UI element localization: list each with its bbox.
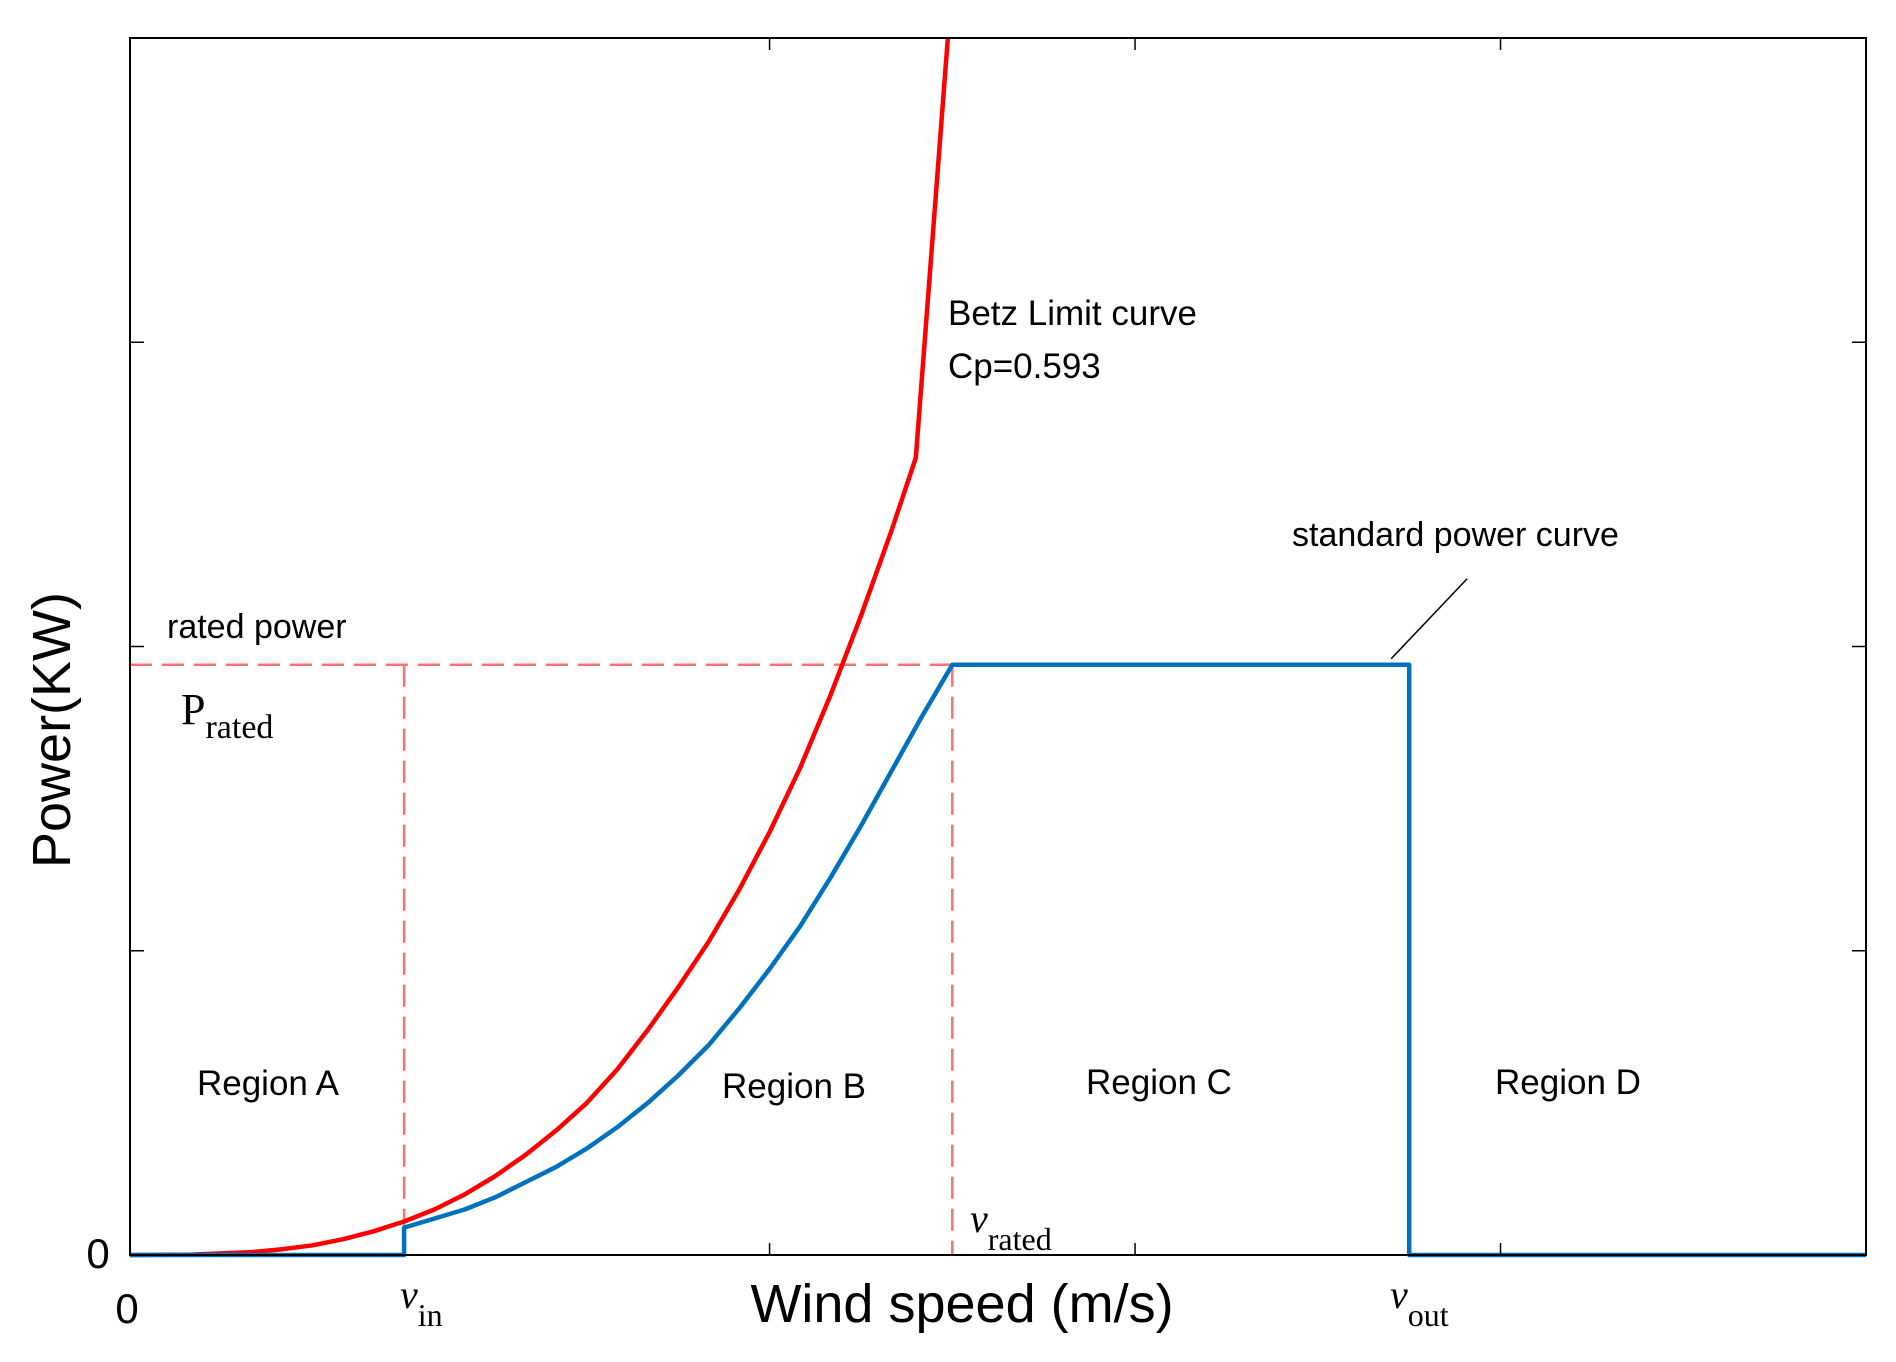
x-tick-label-v-out: vout — [1390, 1272, 1449, 1333]
p-rated-label: Prated — [181, 685, 273, 746]
region-c-label: Region C — [1086, 1063, 1232, 1102]
x-tick-label-v-in: vin — [400, 1272, 443, 1333]
y-tick-label-zero: 0 — [86, 1230, 109, 1277]
betz-curve-label: Betz Limit curve — [948, 294, 1197, 333]
reference-lines — [130, 663, 954, 1255]
v-rated-label: vrated — [970, 1196, 1052, 1257]
standard-power-curve — [130, 662, 1866, 1258]
region-b-label: Region B — [722, 1067, 866, 1106]
rated-power-label: rated power — [167, 608, 347, 646]
axes-frame — [129, 37, 1867, 1256]
standard-curve-leader-line — [1390, 578, 1468, 660]
region-a-label: Region A — [197, 1064, 340, 1103]
x-axis-label: Wind speed (m/s) — [750, 1274, 1173, 1334]
betz-cp-label: Cp=0.593 — [948, 347, 1101, 386]
standard-curve-label: standard power curve — [1292, 516, 1619, 554]
betz-limit-curve — [130, 38, 951, 1258]
x-tick-label-zero: 0 — [115, 1285, 138, 1332]
region-d-label: Region D — [1495, 1063, 1641, 1102]
series-layer — [130, 38, 1866, 1258]
y-axis-label: Power(KW) — [22, 592, 82, 868]
